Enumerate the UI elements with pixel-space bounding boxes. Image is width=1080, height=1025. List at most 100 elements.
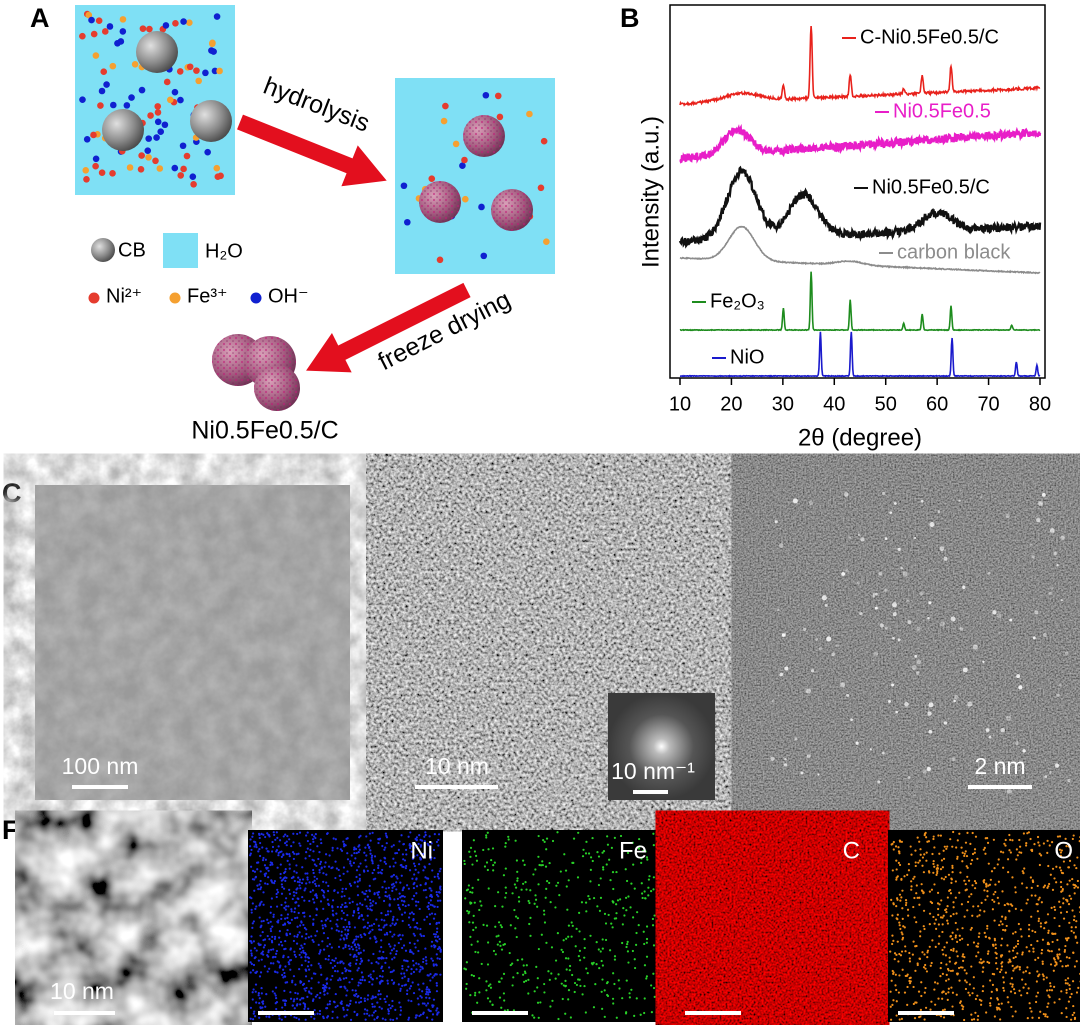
- eds-dot: [290, 844, 293, 848]
- eds-dot: [261, 846, 264, 849]
- eds-dot: [311, 881, 315, 884]
- eds-dot: [986, 841, 990, 844]
- eds-dot: [257, 850, 260, 853]
- eds-dot: [925, 970, 929, 973]
- eds-dot: [336, 891, 340, 894]
- eds-dot: [964, 889, 967, 892]
- eds-dot: [428, 913, 431, 916]
- eds-dot: [286, 913, 290, 916]
- eds-dot: [582, 848, 585, 851]
- eds-dot: [342, 925, 345, 929]
- eds-dot: [356, 885, 359, 888]
- eds-dot: [318, 950, 322, 954]
- eds-dot: [1072, 918, 1076, 922]
- eds-dot: [289, 997, 293, 1000]
- eds-dot: [560, 982, 563, 985]
- eds-dot: [629, 849, 632, 853]
- eds-dot: [951, 991, 955, 994]
- eds-dot: [962, 1005, 965, 1008]
- eds-dot: [1059, 851, 1063, 854]
- eds-dot: [271, 990, 274, 993]
- eds-dot: [1022, 986, 1025, 989]
- eds-dot: [961, 860, 964, 863]
- eds-dot: [319, 862, 322, 866]
- eds-dot: [313, 1017, 316, 1020]
- eds-dot: [914, 861, 917, 864]
- eds-dot: [502, 992, 506, 995]
- eds-dot: [402, 858, 405, 861]
- eds-dot: [325, 881, 328, 884]
- eds-dot: [923, 953, 926, 956]
- eds-dot: [431, 976, 434, 979]
- atom: [916, 626, 921, 632]
- eds-dot: [533, 1016, 536, 1019]
- ion: [92, 155, 100, 163]
- eds-dot: [923, 991, 926, 994]
- eds-dot: [357, 995, 360, 998]
- eds-dot: [389, 952, 392, 955]
- eds-dot: [1058, 998, 1061, 1001]
- eds-dot: [1068, 956, 1071, 960]
- eds-dot: [360, 971, 363, 974]
- eds-dot: [395, 888, 398, 891]
- eds-dot: [483, 865, 487, 868]
- eds-dot: [401, 903, 405, 906]
- eds-dot: [1073, 1017, 1077, 1021]
- eds-dot: [353, 881, 356, 884]
- eds-dot: [901, 907, 904, 910]
- eds-dot: [615, 870, 618, 874]
- eds-dot: [524, 979, 528, 982]
- eds-dot: [952, 947, 955, 950]
- eds-dot: [468, 850, 471, 853]
- eds-dot: [284, 908, 287, 911]
- ion: [186, 19, 193, 27]
- eds-dot: [257, 888, 260, 891]
- eds-dot: [318, 868, 321, 872]
- eds-dot: [266, 918, 269, 921]
- tem-texture: [35, 485, 350, 800]
- atom: [875, 592, 878, 596]
- eds-dot: [340, 1002, 343, 1005]
- eds-dot: [1075, 960, 1078, 963]
- eds-dot: [369, 852, 372, 855]
- eds-dot: [1059, 869, 1063, 872]
- eds-dot: [340, 909, 344, 912]
- eds-dot: [308, 881, 311, 884]
- eds-dot: [333, 959, 336, 962]
- eds-dot: [334, 957, 337, 960]
- eds-dot: [1060, 990, 1063, 993]
- eds-dot: [283, 971, 286, 975]
- eds-dot: [269, 927, 272, 930]
- eds-dot: [627, 895, 630, 898]
- eds-dot: [1004, 917, 1007, 921]
- eds-dot: [306, 965, 310, 968]
- eds-dot: [389, 1007, 392, 1010]
- eds-dot: [1070, 992, 1073, 996]
- eds-dot: [405, 884, 409, 887]
- xrd-curve: [679, 331, 1041, 378]
- eds-dot: [527, 978, 530, 981]
- eds-dot: [1017, 922, 1020, 926]
- eds-dot: [619, 898, 622, 901]
- eds-dot: [272, 831, 275, 834]
- eds-dot: [960, 1004, 963, 1007]
- eds-dot: [350, 864, 353, 867]
- atom: [996, 613, 1002, 619]
- eds-dot: [267, 949, 270, 952]
- eds-dot: [331, 1016, 334, 1020]
- eds-dot: [378, 982, 382, 985]
- eds-dot: [415, 839, 418, 842]
- carbon-sphere: [102, 109, 144, 151]
- eds-dot: [578, 911, 581, 914]
- eds-dot: [258, 904, 261, 907]
- eds-dot: [369, 905, 372, 908]
- eds-dot: [961, 927, 964, 930]
- eds-dot: [984, 898, 987, 901]
- eds-dot: [1038, 863, 1041, 867]
- eds-dot: [378, 837, 382, 840]
- eds-dot: [607, 913, 610, 917]
- eds-dot: [892, 939, 895, 942]
- eds-dot: [1041, 960, 1044, 963]
- eds-dot: [358, 947, 361, 950]
- eds-dot: [908, 982, 912, 985]
